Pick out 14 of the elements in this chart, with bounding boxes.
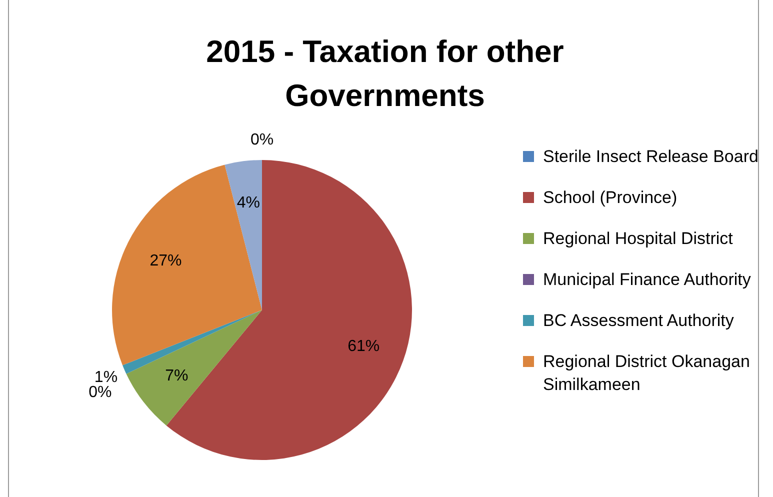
legend-label: Sterile Insect Release Board [543, 146, 758, 168]
legend-label: School (Province) [543, 187, 678, 209]
legend-label: BC Assessment Authority [543, 310, 734, 332]
data-label: 7% [165, 368, 188, 385]
legend-label: Regional Hospital District [543, 228, 733, 250]
data-label: 61% [348, 338, 380, 355]
data-label: 27% [150, 252, 182, 270]
text: 0% [88, 384, 112, 401]
chart-title: 2015 - Taxation for other Governments [205, 33, 565, 115]
legend-label: Municipal Finance Authority [543, 269, 751, 291]
legend-label: Regional District Okanagan Similkameen [543, 351, 751, 396]
data-label: 1% [94, 368, 118, 386]
data-label: 4% [236, 194, 260, 212]
text: 0% [250, 131, 274, 148]
